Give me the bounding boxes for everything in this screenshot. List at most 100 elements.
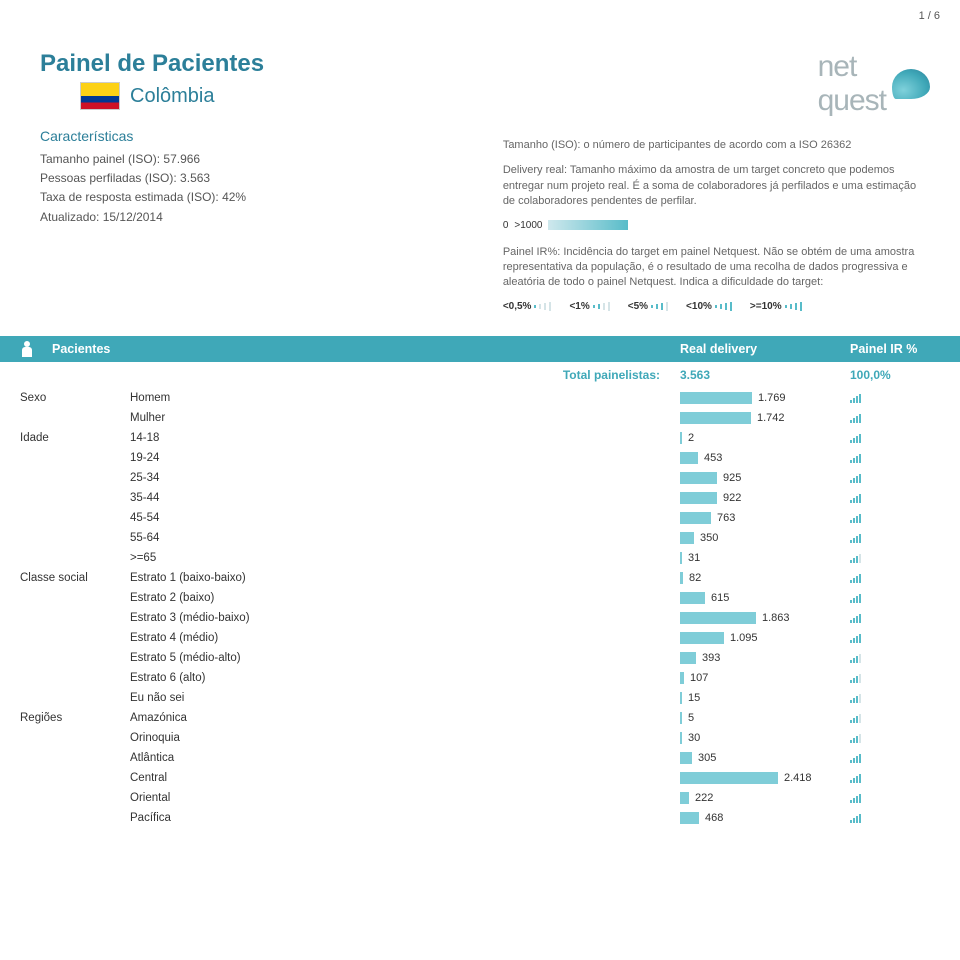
- table-row: 45-54763: [0, 508, 960, 528]
- scale-bar-icon: [548, 220, 628, 230]
- subcategory-label: 25-34: [130, 472, 680, 484]
- value-label: 1.863: [762, 612, 790, 624]
- ir-cell: [850, 393, 940, 403]
- char-line: Pessoas perfiladas (ISO): 3.563: [40, 169, 467, 188]
- bar-cell: 922: [680, 492, 850, 504]
- subcategory-label: >=65: [130, 552, 680, 564]
- bar-cell: 393: [680, 652, 850, 664]
- ir-cell: [850, 493, 940, 503]
- bar-icon: [680, 592, 705, 604]
- table-row: 19-24453: [0, 448, 960, 468]
- subcategory-label: Mulher: [130, 412, 680, 424]
- signal-icon: [850, 473, 861, 483]
- bar-cell: 1.769: [680, 392, 850, 404]
- bar-icon: [680, 552, 682, 564]
- flag-icon: [80, 82, 120, 110]
- table-row: Estrato 4 (médio) 1.095: [0, 628, 960, 648]
- value-label: 107: [690, 672, 708, 684]
- ir-cell: [850, 433, 940, 443]
- ir-legend-item: >=10%: [750, 301, 802, 312]
- table-row: Orinoquia30: [0, 728, 960, 748]
- bar-cell: 1.863: [680, 612, 850, 624]
- subcategory-label: Estrato 3 (médio-baixo): [130, 612, 680, 624]
- bar-icon: [680, 652, 696, 664]
- ir-cell: [850, 753, 940, 763]
- ir-cell: [850, 773, 940, 783]
- signal-icon: [850, 413, 861, 423]
- bar-cell: 2: [680, 432, 850, 444]
- ir-cell: [850, 473, 940, 483]
- subcategory-label: 19-24: [130, 452, 680, 464]
- signal-icon: [850, 773, 861, 783]
- category-label: Sexo: [0, 392, 130, 404]
- value-label: 2.418: [784, 772, 812, 784]
- table-row: Mulher 1.742: [0, 408, 960, 428]
- signal-icon: [850, 753, 861, 763]
- table-row: Estrato 2 (baixo) 615: [0, 588, 960, 608]
- subcategory-label: Amazónica: [130, 712, 680, 724]
- right-column: net quest Tamanho (ISO): o número de par…: [503, 50, 930, 312]
- table-row: Eu não sei15: [0, 688, 960, 708]
- subcategory-label: 45-54: [130, 512, 680, 524]
- bar-icon: [680, 812, 699, 824]
- definition-ir: Painel IR%: Incidência do target em pain…: [503, 245, 930, 291]
- ir-cell: [850, 413, 940, 423]
- table-row: Atlântica305: [0, 748, 960, 768]
- table-row: Oriental222: [0, 788, 960, 808]
- value-label: 1.742: [757, 412, 785, 424]
- total-value: 3.563: [680, 368, 850, 382]
- value-label: 5: [688, 712, 694, 724]
- bar-icon: [680, 532, 694, 544]
- table-row: Idade14-182: [0, 428, 960, 448]
- signal-icon: [850, 573, 861, 583]
- bar-cell: 82: [680, 572, 850, 584]
- value-label: 468: [705, 812, 723, 824]
- bar-cell: 107: [680, 672, 850, 684]
- value-label: 350: [700, 532, 718, 544]
- value-label: 1.095: [730, 632, 758, 644]
- table-row: Central2.418: [0, 768, 960, 788]
- bar-cell: 925: [680, 472, 850, 484]
- shell-icon: [892, 69, 930, 99]
- bar-icon: [680, 692, 682, 704]
- signal-icon: [850, 493, 861, 503]
- logo-text: net quest: [818, 50, 886, 118]
- value-label: 1.769: [758, 392, 786, 404]
- bar-icon: [680, 792, 689, 804]
- subcategory-label: Estrato 6 (alto): [130, 672, 680, 684]
- value-label: 615: [711, 592, 729, 604]
- ir-cell: [850, 453, 940, 463]
- ir-legend-item: <5%: [628, 301, 668, 312]
- total-label: Total painelistas:: [0, 368, 680, 382]
- data-rows: SexoHomem1.769Mulher1.742Idade14-18219-2…: [0, 388, 960, 828]
- subcategory-label: Estrato 2 (baixo): [130, 592, 680, 604]
- ir-cell: [850, 793, 940, 803]
- page-number: 1 / 6: [919, 10, 940, 22]
- definition-delivery: Delivery real: Tamanho máximo da amostra…: [503, 163, 930, 209]
- bar-icon: [680, 572, 683, 584]
- value-label: 925: [723, 472, 741, 484]
- subcategory-label: Estrato 4 (médio): [130, 632, 680, 644]
- section-label: Pacientes: [44, 342, 680, 356]
- signal-icon: [850, 713, 861, 723]
- signal-icon: [850, 793, 861, 803]
- data-section: Pacientes Real delivery Painel IR % Tota…: [0, 336, 960, 828]
- bar-cell: 5: [680, 712, 850, 724]
- value-label: 31: [688, 552, 700, 564]
- ir-cell: [850, 513, 940, 523]
- bar-cell: 453: [680, 452, 850, 464]
- bar-cell: 222: [680, 792, 850, 804]
- bar-icon: [680, 712, 682, 724]
- bar-icon: [680, 612, 756, 624]
- bar-icon: [680, 732, 682, 744]
- table-row: SexoHomem1.769: [0, 388, 960, 408]
- bar-icon: [680, 672, 684, 684]
- column-real-delivery: Real delivery: [680, 342, 850, 356]
- subcategory-label: Pacífica: [130, 812, 680, 824]
- value-label: 15: [688, 692, 700, 704]
- table-row: Estrato 5 (médio-alto)393: [0, 648, 960, 668]
- ir-legend-item: <10%: [686, 301, 732, 312]
- signal-icon: [850, 433, 861, 443]
- logo: net quest: [503, 50, 930, 118]
- bar-icon: [680, 412, 751, 424]
